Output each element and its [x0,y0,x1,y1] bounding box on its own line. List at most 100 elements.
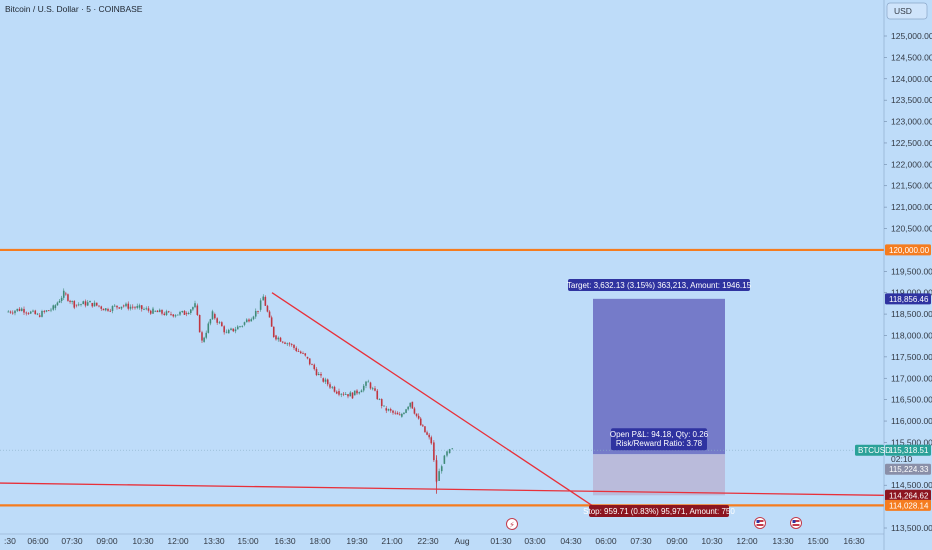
candle-body [248,319,250,322]
position-labels: Target: 3,632.13 (3.15%) 363,213, Amount… [567,279,752,517]
candle-body [69,300,71,302]
us-flag-icon-stripe [792,524,800,526]
y-tick-label: 113,500.00 [891,523,932,533]
candle-body [362,385,365,391]
misc-icons: ⚡ [506,517,802,530]
trendline-price-tag: 114,264.62 [889,491,929,500]
candle-body [45,310,48,312]
last-price-tag-bg [885,444,931,456]
candle-body [23,308,25,313]
candle-body [356,390,358,394]
y-tick-label: 123,500.00 [891,95,932,105]
resistance-price-tag: 120,000.00 [889,246,930,255]
candle-body [116,305,118,308]
candle-body [380,399,383,407]
stop-zone [593,454,725,496]
candle-body [77,304,80,306]
candle-body [89,300,91,303]
candle-body [306,356,309,359]
us-flag-icon [790,517,802,529]
candle-body [163,313,166,315]
candle-body [315,369,318,376]
candle-body [239,326,241,328]
candle-body [322,378,325,382]
candle-body [194,303,196,308]
candle-body [347,394,349,397]
support-price-tag-bg [885,499,931,511]
candle-body [203,337,205,342]
y-tick-label: 118,500.00 [891,309,932,319]
candle-body [154,310,157,312]
lower-trendline [0,482,885,496]
y-tick-label: 115,500.00 [891,437,932,447]
candle-body [411,401,414,409]
x-tick-label: 09:00 [666,536,688,546]
candle-body [211,311,214,320]
candle-body [398,414,401,416]
target-label: Target: 3,632.13 (3.15%) 363,213, Amount… [567,281,752,290]
lightning-icon[interactable] [506,518,518,530]
candle-body [149,310,152,314]
candle-body [275,335,277,340]
candle-body [196,305,199,315]
candle-body [34,310,37,315]
candle-body [396,412,399,415]
candle-body [272,326,275,338]
price-scale-bg [884,0,932,550]
candle-body [338,391,340,395]
target-price-tag: 118,856.46 [889,295,929,304]
candle-body [342,393,345,395]
candle-body [107,308,109,311]
candle-body [313,364,316,370]
candle-body [426,432,428,435]
candle-body [109,310,112,312]
candle-body [156,310,159,313]
y-tick-label: 124,000.00 [891,74,932,84]
candle-body [349,392,352,397]
currency-button[interactable]: USD [886,2,928,20]
candle-body [374,388,376,391]
y-tick-label: 119,500.00 [891,266,932,276]
us-flag-icon-canton [792,520,796,523]
time-axis[interactable]: :30 06:00 07:30 09:00 10:30 12:00 13:30 15:00 16… [0,533,884,546]
us-flag-icon-stripe [792,520,800,522]
x-tick-label: 07:30 [61,536,83,546]
levels [0,248,884,507]
candle-body [95,302,98,306]
candle-body [192,307,194,310]
candle-body [36,313,39,315]
candle-body [268,311,271,318]
price-scale[interactable]: 125,000.00 124,500.00 124,000.00 123,500.00… [855,0,932,550]
candle-body [205,332,207,338]
candle-body [232,328,235,332]
candle-body [360,390,363,393]
candle-body [299,351,302,354]
candle-body [367,381,370,383]
candle-body [297,350,300,352]
candle-body [113,305,116,307]
candle-body [284,342,286,344]
candle-body [201,332,203,341]
y-tick-label: 114,500.00 [891,480,932,490]
candle-body [331,386,334,388]
candle-body [29,311,32,314]
x-tick-label: 22:30 [417,536,439,546]
candle-body [358,392,361,394]
x-tick-label: 18:00 [309,536,331,546]
candle-body [378,399,381,400]
candle-body [67,294,69,301]
x-tick-label: 16:30 [843,536,865,546]
candle-body [405,409,407,413]
candle-body [415,413,418,416]
candle-body [11,312,14,314]
candle-body [236,326,239,330]
candle-body [252,316,255,320]
candle-body [225,331,228,333]
candle-body [304,353,307,356]
candle-body [176,314,179,316]
candle-body [127,303,130,309]
candle-body [389,409,392,411]
y-tick-label: 121,000.00 [891,202,932,212]
